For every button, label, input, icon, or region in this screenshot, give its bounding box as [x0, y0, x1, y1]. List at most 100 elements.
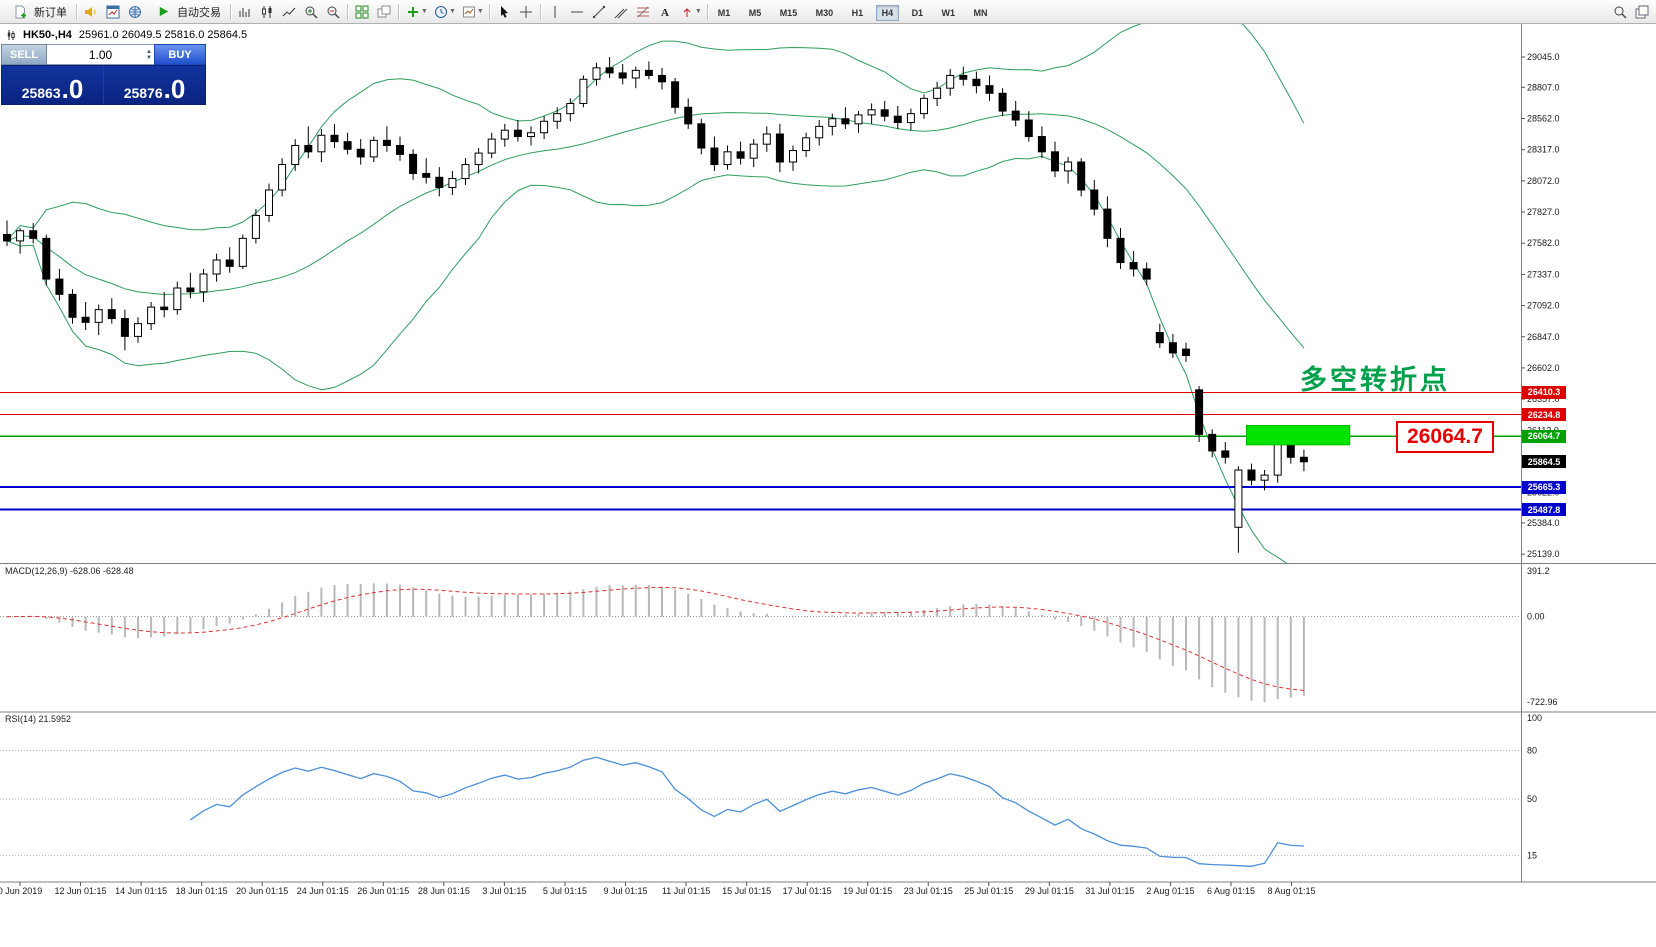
current-price-badge: 25864.5 — [1522, 455, 1566, 469]
add-indicator-icon[interactable] — [402, 1, 424, 22]
crosshair-icon[interactable] — [515, 1, 537, 22]
svg-text:-722.96: -722.96 — [1527, 697, 1558, 707]
fibonacci-tool-icon[interactable] — [632, 1, 654, 22]
add-indicator-dropdown-icon[interactable]: ▼ — [421, 8, 428, 15]
volume-value: 1.00 — [88, 47, 113, 62]
svg-text:27092.0: 27092.0 — [1527, 301, 1560, 311]
tile-windows-icon[interactable] — [351, 1, 373, 22]
arrows-tool-icon[interactable] — [676, 1, 698, 22]
zoom-out-icon[interactable] — [322, 1, 344, 22]
svg-text:26 Jun 01:15: 26 Jun 01:15 — [357, 886, 409, 896]
timeframe-m15-button[interactable]: M15 — [774, 5, 804, 21]
svg-text:25139.0: 25139.0 — [1527, 549, 1560, 559]
symbol-ohlc: 25961.0 26049.5 25816.0 25864.5 — [78, 29, 248, 41]
volume-field[interactable]: 1.00 ▲ ▼ — [47, 44, 154, 65]
symbol-name: HK50-,H4 — [23, 29, 72, 41]
timeframe-w1-button[interactable]: W1 — [936, 5, 962, 21]
buy-price-frac: .0 — [163, 74, 186, 105]
svg-text:28807.0: 28807.0 — [1527, 82, 1560, 92]
volume-spinner: ▲ ▼ — [146, 46, 152, 63]
toolbar-separator — [706, 3, 708, 20]
turning-point-annotation: 多空转折点 — [1300, 365, 1450, 395]
svg-text:18 Jun 01:15: 18 Jun 01:15 — [176, 886, 228, 896]
text-tool-icon[interactable]: A — [654, 1, 676, 22]
rsi-indicator-label: RSI(14) 21.5952 — [5, 714, 72, 724]
svg-text:6 Aug 01:15: 6 Aug 01:15 — [1207, 886, 1255, 896]
level-price-badge: 25487.8 — [1522, 503, 1566, 517]
trendline-tool-icon[interactable] — [588, 1, 610, 22]
channel-tool-icon[interactable] — [610, 1, 632, 22]
one-click-top-row: SELL 1.00 ▲ ▼ BUY — [1, 44, 206, 65]
zoom-in-icon[interactable] — [300, 1, 322, 22]
buy-price-main: 25876 — [123, 85, 163, 101]
line-chart-icon[interactable] — [278, 1, 300, 22]
toolbar-separator — [398, 3, 399, 20]
svg-text:29045.0: 29045.0 — [1527, 52, 1560, 62]
level-callout-label: 26064.7 — [1396, 421, 1494, 453]
candlestick-chart-icon[interactable] — [256, 1, 278, 22]
alerts-horn-icon[interactable] — [80, 1, 102, 22]
autotrading-button[interactable]: 自动交易 — [146, 2, 227, 21]
svg-text:25 Jul 01:15: 25 Jul 01:15 — [964, 886, 1013, 896]
svg-text:12 Jun 01:15: 12 Jun 01:15 — [55, 886, 107, 896]
templates-dropdown-icon[interactable]: ▼ — [476, 8, 484, 15]
timeframe-h1-button[interactable]: H1 — [846, 5, 870, 21]
svg-text:28072.0: 28072.0 — [1527, 176, 1560, 186]
sell-price[interactable]: 25863.0 — [2, 66, 103, 104]
svg-text:26847.0: 26847.0 — [1527, 332, 1560, 342]
svg-text:5 Jul 01:15: 5 Jul 01:15 — [543, 886, 587, 896]
bar-chart-icon[interactable] — [234, 1, 256, 22]
arrows-dropdown-icon[interactable]: ▼ — [694, 8, 702, 15]
svg-text:11 Jul 01:15: 11 Jul 01:15 — [662, 886, 710, 896]
svg-text:28 Jun 01:15: 28 Jun 01:15 — [418, 886, 470, 896]
timeframe-m30-button[interactable]: M30 — [810, 5, 840, 21]
toolbar: 新订单 自动交易 ▼ ▼ ▼ A ▼ M1 — [0, 0, 1656, 24]
timeframe-h4-button[interactable]: H4 — [875, 4, 900, 21]
cursor-icon[interactable] — [493, 1, 515, 22]
navigator-globe-icon[interactable] — [124, 1, 146, 22]
timeframe-m1-button[interactable]: M1 — [712, 5, 737, 21]
new-order-label: 新订单 — [34, 6, 67, 19]
svg-text:24 Jun 01:15: 24 Jun 01:15 — [297, 886, 349, 896]
autotrading-play-icon — [152, 1, 174, 22]
svg-text:50: 50 — [1527, 794, 1537, 804]
svg-text:28317.0: 28317.0 — [1527, 145, 1560, 155]
svg-text:14 Jun 01:15: 14 Jun 01:15 — [115, 886, 167, 896]
toolbar-separator — [488, 3, 490, 20]
svg-text:A: A — [661, 7, 669, 19]
svg-text:23 Jul 01:15: 23 Jul 01:15 — [904, 886, 953, 896]
level-price-badge: 26410.3 — [1522, 385, 1566, 399]
svg-text:15: 15 — [1527, 851, 1537, 861]
svg-text:28562.0: 28562.0 — [1527, 113, 1560, 123]
periods-clock-icon[interactable] — [430, 1, 452, 22]
new-order-button[interactable]: 新订单 — [3, 2, 73, 21]
buy-button[interactable]: BUY — [154, 44, 206, 65]
templates-icon[interactable] — [458, 1, 480, 22]
toolbar-separator — [230, 3, 231, 20]
buy-price[interactable]: 25876.0 — [103, 66, 205, 104]
timeframe-mn-button[interactable]: MN — [967, 5, 993, 21]
volume-increase-icon[interactable]: ▲ — [146, 48, 152, 55]
toolbar-right-group — [1609, 1, 1653, 22]
svg-text:19 Jul 01:15: 19 Jul 01:15 — [843, 886, 892, 896]
timeframe-m5-button[interactable]: M5 — [743, 5, 768, 21]
horizontal-line-tool-icon[interactable] — [566, 1, 588, 22]
search-icon[interactable] — [1609, 1, 1631, 22]
svg-text:0 Jun 2019: 0 Jun 2019 — [0, 886, 42, 896]
one-click-price-row: 25863.0 25876.0 — [1, 65, 206, 105]
volume-decrease-icon[interactable]: ▼ — [146, 54, 152, 61]
cascade-windows-icon[interactable] — [373, 1, 395, 22]
timeframe-d1-button[interactable]: D1 — [906, 5, 930, 21]
window-list-icon[interactable] — [1631, 1, 1653, 22]
periods-dropdown-icon[interactable]: ▼ — [448, 8, 456, 15]
level-price-badge: 25665.3 — [1522, 480, 1566, 494]
sell-button[interactable]: SELL — [1, 44, 47, 65]
svg-text:2 Aug 01:15: 2 Aug 01:15 — [1146, 886, 1194, 896]
toolbar-separator — [539, 3, 541, 20]
market-watch-icon[interactable] — [102, 1, 124, 22]
svg-text:17 Jul 01:15: 17 Jul 01:15 — [783, 886, 832, 896]
level-price-badge: 26064.7 — [1522, 429, 1566, 443]
vertical-line-tool-icon[interactable] — [544, 1, 566, 22]
